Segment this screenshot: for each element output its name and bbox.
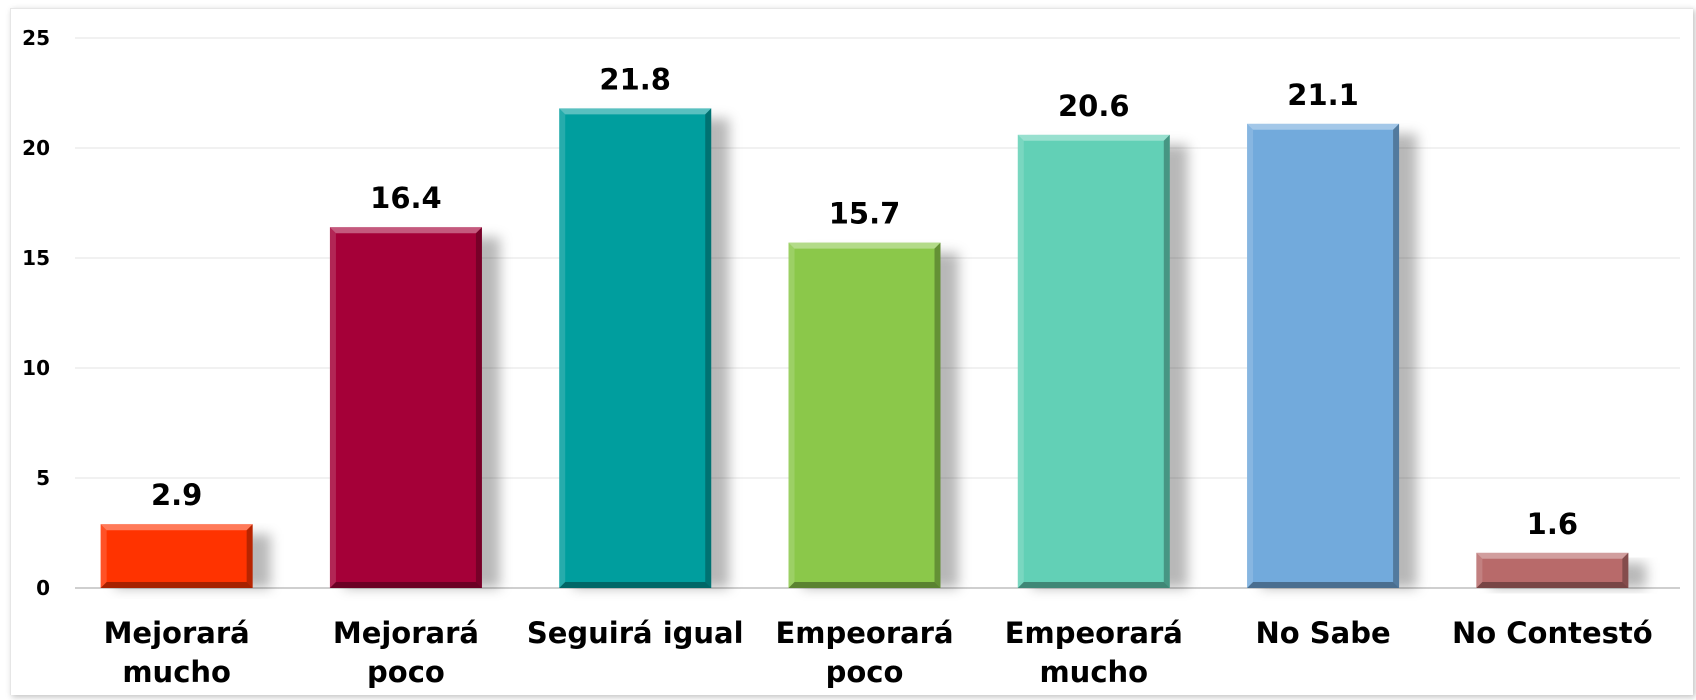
bar-bevel-right <box>705 108 712 589</box>
category-label-line: Empeorará <box>1005 616 1183 650</box>
bar-bevel-right <box>1393 123 1400 589</box>
bar-bevel-top <box>788 242 941 249</box>
bar-bevel-left <box>559 108 566 589</box>
y-tick-label: 10 <box>22 356 50 380</box>
bar-bevel-left <box>788 242 795 588</box>
bar-bevel-right <box>934 242 941 588</box>
bar-bevel-bottom <box>788 582 941 588</box>
bar-bevel-top <box>100 524 253 531</box>
bar-bevel-top <box>1017 134 1170 141</box>
data-label: 21.8 <box>599 62 671 96</box>
bar <box>559 108 712 589</box>
y-tick-label: 5 <box>36 466 50 490</box>
data-label: 2.9 <box>151 478 202 512</box>
bar-bevel-left <box>1017 134 1024 589</box>
category-label-line: Seguirá igual <box>527 616 744 650</box>
bar <box>1017 134 1170 589</box>
y-tick-label: 15 <box>22 246 50 270</box>
category-label-line: No Contestó <box>1452 616 1653 650</box>
bar-bevel-top <box>1476 552 1629 559</box>
bar <box>329 227 482 588</box>
bar-bevel-bottom <box>100 582 253 588</box>
bar-bevel-right <box>475 227 482 588</box>
bar-bevel-bottom <box>1476 582 1629 588</box>
category-label: Mejorará poco <box>333 616 479 689</box>
data-label: 21.1 <box>1287 78 1359 112</box>
bar-bevel-right <box>246 524 253 588</box>
category-label-line: Empeorará <box>775 616 953 650</box>
category-label-line: No Sabe <box>1255 616 1390 650</box>
x-axis: Mejorará mucho Mejorará poco Seguirá igual Em… <box>104 616 1653 689</box>
category-label-line: mucho <box>1039 655 1148 689</box>
bar-bevel-left <box>100 524 107 588</box>
data-label: 20.6 <box>1058 89 1130 123</box>
data-label: 16.4 <box>370 181 442 215</box>
bar-bevel-left <box>1476 552 1483 588</box>
category-label-line: mucho <box>122 655 231 689</box>
category-label: Mejorará mucho <box>104 616 250 689</box>
data-label: 15.7 <box>829 197 901 231</box>
data-label: 1.6 <box>1527 507 1578 541</box>
bar-bevel-bottom <box>1247 582 1400 588</box>
category-label-line: Mejorará <box>333 616 479 650</box>
y-tick-label: 25 <box>22 26 50 50</box>
bar-bevel-bottom <box>1017 582 1170 588</box>
bars <box>100 108 1647 589</box>
bar-bevel-top <box>329 227 482 234</box>
bar-bevel-bottom <box>329 582 482 588</box>
category-label-line: Mejorará <box>104 616 250 650</box>
bar-bevel-left <box>329 227 336 588</box>
category-label: No Sabe <box>1255 616 1390 650</box>
category-label: Empeorará poco <box>775 616 953 689</box>
y-tick-label: 0 <box>36 576 50 600</box>
bar <box>1247 123 1400 589</box>
bar-bevel-top <box>1247 123 1400 130</box>
bar <box>1476 552 1629 588</box>
bar <box>788 242 941 588</box>
bar <box>100 524 253 588</box>
bar-bevel-left <box>1247 123 1254 589</box>
category-label: Empeorará mucho <box>1005 616 1183 689</box>
category-label-line: poco <box>826 655 904 689</box>
y-axis: 0 5 10 15 20 25 <box>22 26 50 600</box>
bar-bevel-top <box>559 108 712 115</box>
category-label-line: poco <box>367 655 445 689</box>
data-labels: 2.9 16.4 21.8 15.7 20.6 21.1 1.6 <box>151 62 1578 540</box>
bar-bevel-right <box>1163 134 1170 589</box>
bar-bevel-bottom <box>559 582 712 588</box>
category-label: No Contestó <box>1452 616 1653 650</box>
category-label: Seguirá igual <box>527 616 744 650</box>
y-tick-label: 20 <box>22 136 50 160</box>
bar-bevel-right <box>1622 552 1629 588</box>
